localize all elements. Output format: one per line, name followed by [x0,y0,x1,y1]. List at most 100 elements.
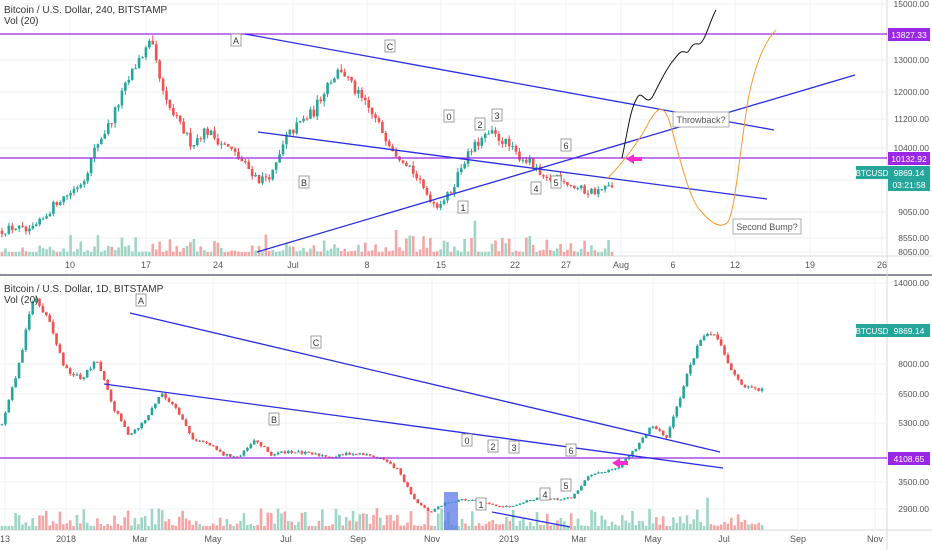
volume-bar [463,238,466,256]
candle-body [34,224,38,226]
candle-body [329,82,333,84]
candle-body [566,497,570,499]
wave-label: 2 [477,120,482,130]
volume-bar [552,250,556,256]
candle-body [355,453,358,455]
last-price-badge [888,324,930,337]
y-tick-label: 15000.00 [894,0,930,9]
volume-bar [481,525,484,530]
volume-bar [477,523,481,530]
pane-0: 10 17 24 Jul 8 15 22 27 Aug 6 12 19 2615000.0013000.… [0,0,930,270]
wave-label: 4 [533,184,538,194]
candle-body [177,407,181,415]
candle-body [477,141,480,146]
volume-bar [661,516,665,530]
volume-bar [291,246,295,256]
volume-bar [123,517,126,530]
candle-body [576,188,580,190]
candle-body [154,44,158,61]
volume-bar [429,237,432,256]
last-price-text: 9869.14 [894,326,925,336]
candle-body [603,185,607,190]
volume-bar [4,525,7,530]
x-tick-label: Sep [350,534,366,544]
candle-body [747,386,750,388]
candle-body [324,455,328,457]
candle-body [130,68,134,80]
wave-label: B [271,415,277,425]
wave-label: 6 [568,446,573,456]
candle-body [148,40,151,48]
candle-body [206,128,209,136]
volume-bar [675,522,679,530]
candle-body [590,188,593,194]
volume-bar [432,251,436,256]
volume-bar [338,515,341,530]
wave-label-box [457,200,469,214]
ticker-badge [856,166,889,179]
volume-bar [583,240,586,256]
candle-body [212,445,215,447]
volume-bar [148,251,151,256]
volume-bar [140,517,144,530]
volume-bar [48,246,52,256]
candle-body [346,76,350,78]
volume-bar [391,250,394,256]
candle-body [446,192,449,201]
volume-bar [426,510,430,530]
volume-bar [72,526,75,530]
wave-label-box [560,138,572,152]
wave-label-box [474,117,486,131]
candle-body [634,448,638,452]
volume-bar [293,524,297,530]
volume-bar [515,526,518,530]
volume-bar [593,512,597,530]
volume-bar [474,525,478,530]
candle-body [569,497,573,499]
volume-bar [314,525,317,530]
candle-body [199,138,203,140]
candle-body [240,158,244,162]
volume-bar [75,515,79,530]
candle-body [198,440,201,442]
candle-body [310,452,314,455]
volume-bar [302,247,305,256]
volume-bar [331,524,334,530]
candle-body [58,202,62,205]
volume-bar [603,519,607,530]
candle-body [298,121,302,123]
candle-body [579,185,583,189]
x-tick-label: Jul [280,534,292,544]
wave-label-box [443,109,455,123]
volume-bar [453,246,456,256]
volume-bar [223,251,227,256]
x-tick-label: 27 [561,260,571,270]
volume-bar [600,515,604,530]
volume-bar [552,525,556,530]
candle-body [360,89,364,98]
candle-body [213,130,216,139]
volume-bar [542,525,546,530]
candle-body [10,387,14,400]
candle-body [389,461,392,464]
candle-body [418,178,422,180]
countdown-text: 03:21:58 [892,180,925,190]
candle-body [205,441,208,443]
candle-body [675,406,679,417]
pane-1: 13 2018 Mar May Jul Sep Nov 2019 Mar May Jul Sep Nov… [0,277,930,544]
volume-bar [494,523,498,530]
wave-label: B [301,178,307,188]
candle-body [518,151,521,161]
candle-body [252,440,256,445]
bullish-projection-path [621,9,717,159]
x-tick-label: 8 [364,260,369,270]
candle-body [464,499,467,501]
volume-bar [273,523,276,530]
second-bump-annotation-box [732,218,802,235]
volume-bar [573,525,576,530]
volume-bar [494,240,497,256]
volume-bar [45,510,48,530]
volume-bar [405,238,408,256]
candle-body [264,176,268,178]
volume-bar [333,244,336,256]
